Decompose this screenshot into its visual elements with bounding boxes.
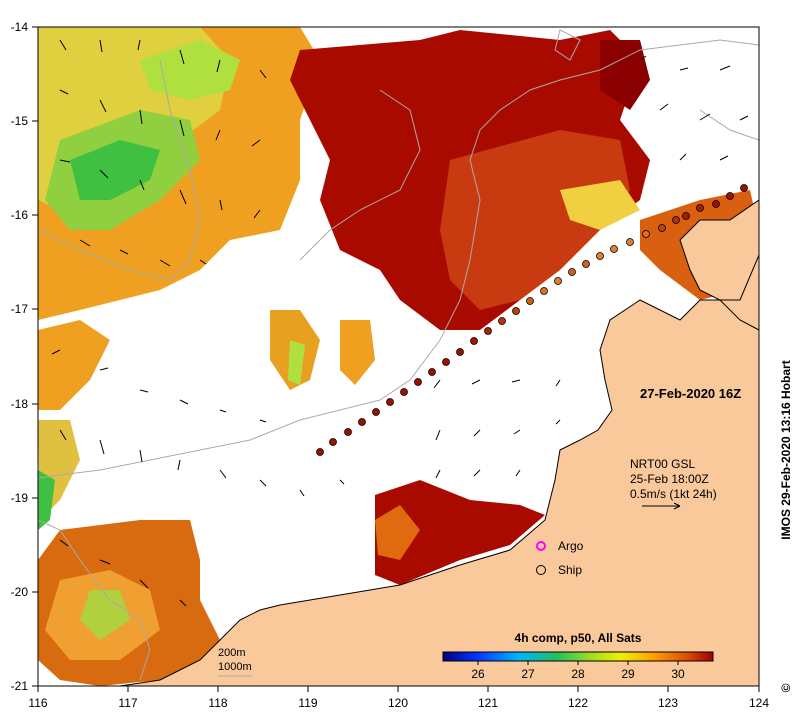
side-credit-label: IMOS 29-Feb-2020 13:16 Hobart — [779, 360, 793, 539]
ship-track — [316, 184, 748, 456]
y-tick-label: -19 — [11, 491, 29, 505]
bathymetry-contours — [38, 29, 759, 681]
y-tick-label: -20 — [11, 585, 29, 599]
x-tick-label: 124 — [749, 696, 769, 710]
sst-field — [38, 27, 759, 686]
x-tick-label: 122 — [568, 696, 588, 710]
x-tick-label: 119 — [298, 696, 317, 710]
current-vectors — [51, 39, 749, 607]
ship-marker-icon — [536, 565, 546, 575]
current-source: NRT00 GSL — [630, 457, 695, 471]
timestamp-label: 27-Feb-2020 16Z — [640, 386, 741, 401]
x-tick-label: 116 — [28, 696, 47, 710]
y-tick-label: -18 — [11, 397, 29, 411]
y-tick-label: -14 — [11, 20, 29, 34]
current-reference: NRT00 GSL 25-Feb 18:00Z 0.5m/s (1kt 24h) — [630, 457, 717, 510]
bathy-1000-label: 1000m — [218, 661, 252, 673]
colorbar-tick-label: 28 — [571, 667, 585, 681]
x-tick-label: 118 — [208, 696, 227, 710]
y-tick-label: -15 — [11, 114, 29, 128]
y-tick-label: -21 — [11, 679, 29, 693]
bathymetry-legend: 200m 1000m — [218, 647, 252, 677]
argo-label: Argo — [558, 539, 584, 553]
y-tick-label: -17 — [11, 302, 29, 316]
ne-land — [680, 200, 759, 330]
x-tick-label: 121 — [478, 696, 498, 710]
legend: Argo Ship — [536, 539, 584, 577]
colorbar-title: 4h comp, p50, All Sats — [515, 631, 642, 645]
colorbar-tick-label: 26 — [471, 667, 485, 681]
colorbar-tick-label: 29 — [621, 667, 635, 681]
copyright-icon: © — [779, 683, 793, 692]
current-scale: 0.5m/s (1kt 24h) — [630, 487, 717, 501]
y-axis: -14 -15 -16 -17 -18 -19 -20 -21 — [11, 20, 38, 693]
y-tick-label: -16 — [11, 208, 29, 222]
argo-marker-icon — [536, 541, 546, 551]
x-axis: 116 117 118 119 120 121 122 123 124 — [28, 686, 769, 710]
bathy-200-label: 200m — [218, 647, 246, 659]
current-time: 25-Feb 18:00Z — [630, 472, 709, 486]
colorbar: 4h comp, p50, All Sats 26 27 28 29 30 — [442, 631, 714, 681]
x-tick-label: 123 — [658, 696, 678, 710]
x-tick-label: 120 — [388, 696, 408, 710]
x-tick-label: 117 — [118, 696, 137, 710]
colorbar-ticks: 26 27 28 29 30 — [471, 661, 685, 681]
land-mass — [120, 255, 759, 686]
colorbar-gradient — [442, 651, 714, 662]
colorbar-tick-label: 30 — [671, 667, 685, 681]
ship-label: Ship — [558, 563, 582, 577]
colorbar-tick-label: 27 — [521, 667, 535, 681]
